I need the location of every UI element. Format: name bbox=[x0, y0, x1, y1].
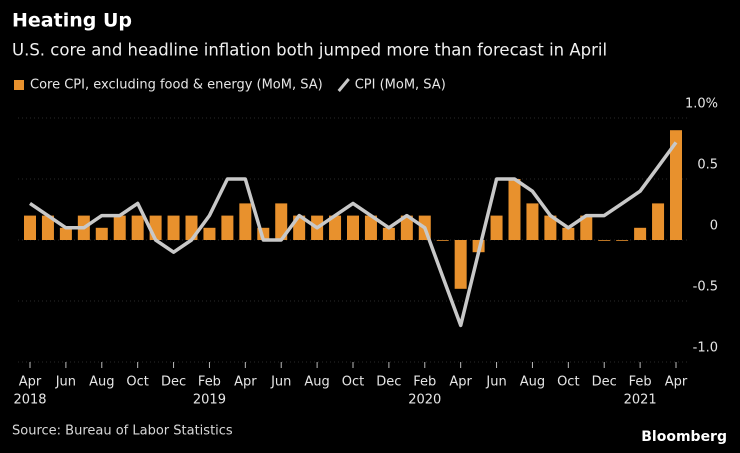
bar bbox=[167, 215, 180, 240]
brand: Bloomberg bbox=[641, 429, 727, 445]
bar bbox=[490, 215, 503, 240]
bar bbox=[400, 215, 413, 240]
y-tick-label: 1.0% bbox=[685, 97, 718, 112]
x-tick-label: Dec bbox=[161, 375, 186, 390]
x-tick-label: Feb bbox=[413, 375, 436, 390]
x-tick-label: Dec bbox=[592, 375, 617, 390]
x-year-label: 2020 bbox=[408, 393, 441, 408]
x-tick-label: Jun bbox=[485, 375, 506, 390]
bar bbox=[652, 203, 665, 240]
bar bbox=[95, 227, 108, 240]
legend-swatch bbox=[337, 78, 350, 92]
chart-subtitle: U.S. core and headline inflation both ju… bbox=[12, 41, 607, 60]
x-tick-label: Aug bbox=[520, 375, 545, 390]
legend-label: Core CPI, excluding food & energy (MoM, … bbox=[30, 78, 323, 93]
x-tick-label: Aug bbox=[89, 375, 114, 390]
bar bbox=[562, 227, 575, 240]
bar bbox=[382, 227, 395, 240]
bar bbox=[239, 203, 252, 240]
legend-swatch bbox=[14, 80, 24, 90]
chart-title: Heating Up bbox=[12, 10, 132, 32]
bar bbox=[544, 215, 557, 240]
x-tick-label: Apr bbox=[19, 375, 42, 390]
y-tick-label: -0.5 bbox=[693, 280, 718, 295]
x-tick-label: Apr bbox=[449, 375, 472, 390]
y-tick-label: 0 bbox=[710, 219, 718, 234]
bar bbox=[275, 203, 288, 240]
bar bbox=[670, 130, 682, 240]
bar bbox=[329, 215, 342, 240]
bar bbox=[131, 215, 144, 240]
x-tick-label: Feb bbox=[198, 375, 221, 390]
x-tick-label: Jun bbox=[55, 375, 76, 390]
bar bbox=[616, 240, 629, 241]
legend-label: CPI (MoM, SA) bbox=[355, 78, 446, 93]
y-tick-label: 0.5 bbox=[697, 158, 718, 173]
bar bbox=[364, 215, 377, 240]
line bbox=[29, 141, 678, 328]
x-tick-label: Dec bbox=[376, 375, 401, 390]
x-tick-label: Aug bbox=[304, 375, 329, 390]
x-year-label: 2018 bbox=[13, 393, 46, 408]
bar bbox=[598, 240, 611, 241]
bar bbox=[526, 203, 539, 240]
y-tick-label: -1.0 bbox=[693, 341, 718, 356]
x-tick-label: Oct bbox=[126, 375, 148, 390]
bar bbox=[221, 215, 234, 240]
x-tick-label: Jun bbox=[270, 375, 291, 390]
x-year-label: 2021 bbox=[624, 393, 657, 408]
bar bbox=[203, 227, 216, 240]
x-year-label: 2019 bbox=[193, 393, 226, 408]
x-tick-label: Oct bbox=[342, 375, 364, 390]
x-tick-label: Apr bbox=[234, 375, 257, 390]
bar bbox=[59, 227, 72, 240]
bar bbox=[454, 240, 467, 289]
bar bbox=[634, 227, 647, 240]
bar bbox=[508, 179, 521, 240]
bar bbox=[436, 240, 449, 241]
x-tick-label: Feb bbox=[629, 375, 652, 390]
source: Source: Bureau of Labor Statistics bbox=[12, 424, 233, 439]
bar bbox=[347, 215, 359, 240]
bar bbox=[580, 215, 593, 240]
bar bbox=[41, 215, 54, 240]
x-tick-label: Apr bbox=[665, 375, 688, 390]
bar bbox=[113, 215, 126, 240]
bar bbox=[24, 215, 36, 240]
x-tick-label: Oct bbox=[557, 375, 579, 390]
